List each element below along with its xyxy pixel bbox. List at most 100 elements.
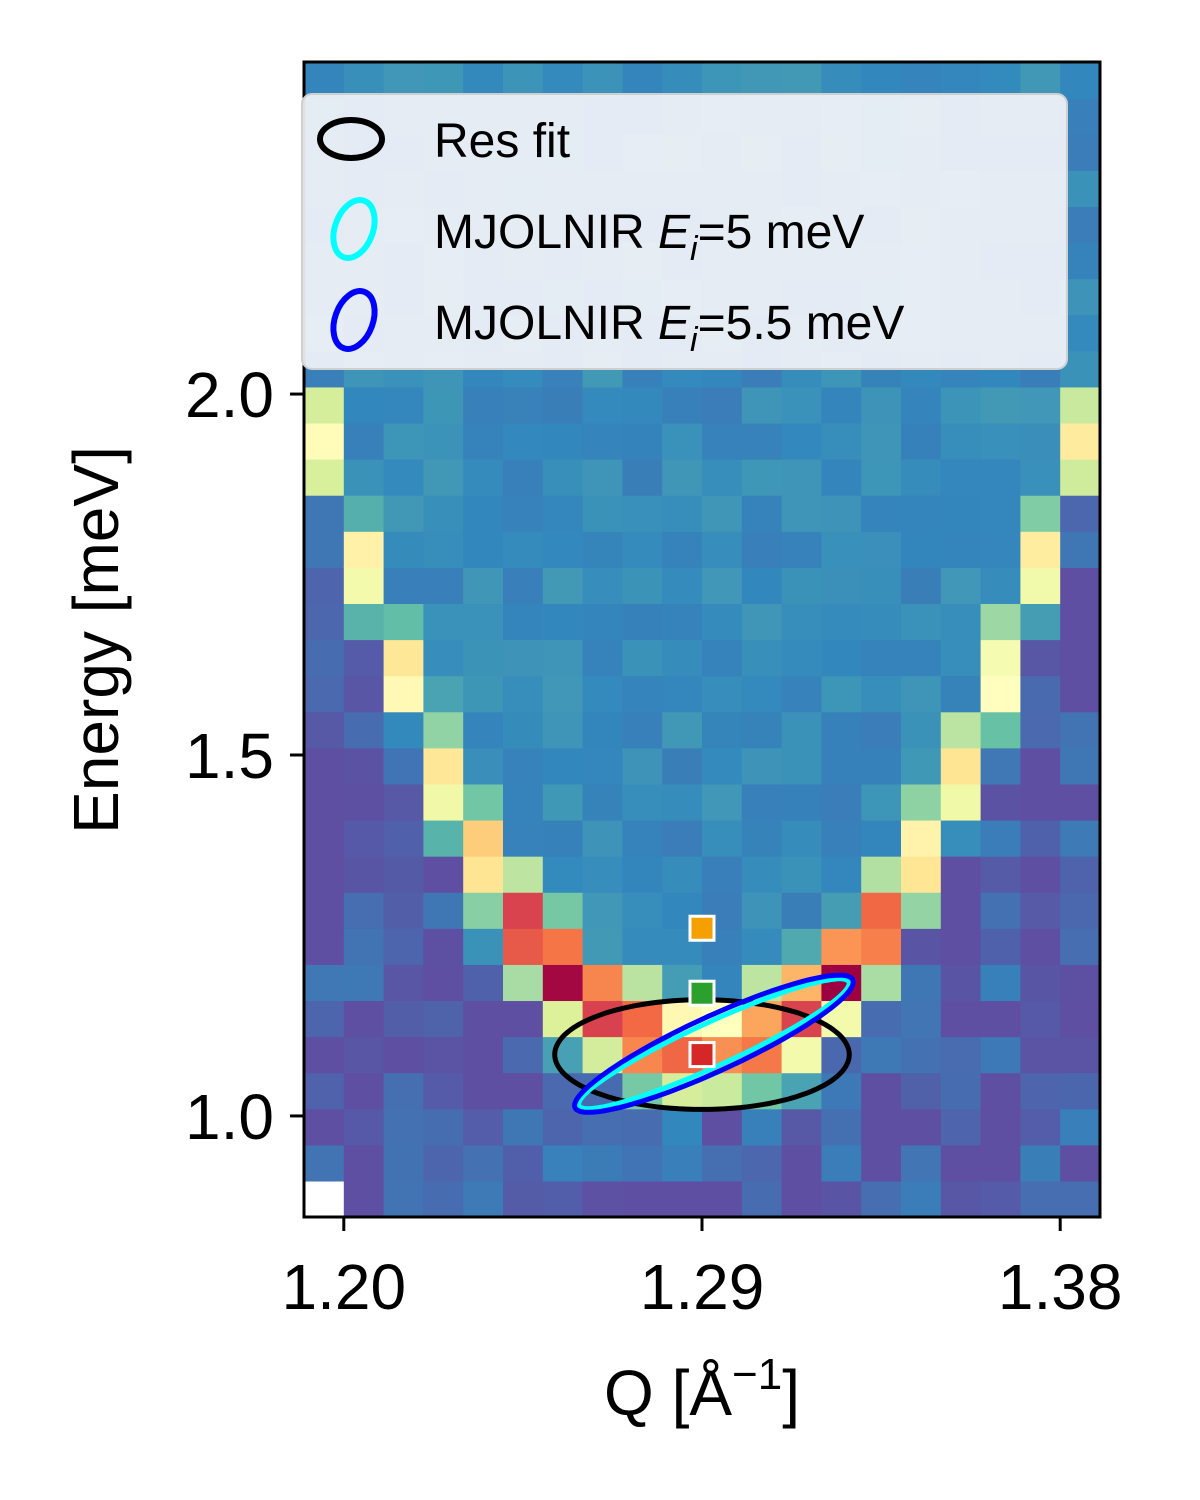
- heatmap-cell: [980, 459, 1021, 496]
- scan-marker: [688, 979, 716, 1007]
- heatmap-cell: [582, 892, 623, 929]
- heatmap-cell: [781, 856, 822, 893]
- heatmap-cell: [304, 783, 345, 821]
- heatmap-cell: [702, 819, 743, 857]
- heatmap-cell: [1020, 819, 1061, 857]
- heatmap-cell: [980, 386, 1021, 424]
- x-tick-label: 1.38: [998, 1251, 1123, 1323]
- heatmap-cell: [542, 1000, 584, 1038]
- heatmap-cell: [901, 386, 942, 424]
- heatmap-cell: [1020, 62, 1061, 99]
- heatmap-cell: [383, 495, 424, 532]
- heatmap-cell: [662, 856, 703, 893]
- heatmap-cell: [622, 1144, 663, 1182]
- heatmap-cell: [582, 62, 623, 99]
- heatmap-cell: [503, 62, 544, 99]
- heatmap-cell: [901, 675, 942, 713]
- heatmap-cell: [741, 1144, 783, 1182]
- heatmap-cell: [582, 459, 623, 496]
- heatmap-cell: [503, 1144, 544, 1182]
- heatmap-cell: [503, 783, 544, 821]
- heatmap-cell: [741, 459, 783, 496]
- heatmap-cell: [861, 603, 902, 641]
- heatmap-cell: [940, 856, 982, 893]
- heatmap-cell: [383, 1144, 424, 1182]
- heatmap-cell: [901, 892, 942, 929]
- heatmap-cell: [582, 1108, 623, 1146]
- heatmap-cell: [343, 1144, 385, 1182]
- heatmap-cell: [702, 1072, 743, 1110]
- heatmap-cell: [423, 856, 464, 893]
- heatmap-cell: [1060, 1036, 1100, 1074]
- heatmap-cell: [582, 422, 623, 460]
- heatmap-cell: [741, 386, 783, 424]
- heatmap-cell: [383, 747, 424, 785]
- heatmap-cell: [542, 1036, 584, 1074]
- heatmap-cell: [582, 747, 623, 785]
- resolution-ellipses: [552, 972, 856, 1115]
- heatmap-cell: [821, 819, 862, 857]
- heatmap-cell: [582, 603, 623, 641]
- heatmap-cell: [343, 639, 385, 677]
- heatmap-cell: [741, 675, 783, 713]
- heatmap-cell: [463, 459, 504, 496]
- heatmap-cell: [503, 928, 544, 965]
- heatmap-cell: [821, 386, 862, 424]
- heatmap-cell: [980, 495, 1021, 532]
- ellipse-mjolnir-5-5: [572, 972, 856, 1115]
- heatmap-cell: [542, 386, 584, 424]
- heatmap-cell: [901, 856, 942, 893]
- heatmap-cell: [304, 603, 345, 641]
- heatmap-cell: [463, 1000, 504, 1038]
- heatmap-cell: [304, 459, 345, 496]
- heatmap-cell: [781, 603, 822, 641]
- x-tick-label: 1.29: [640, 1251, 765, 1323]
- heatmap-cell: [383, 1036, 424, 1074]
- heatmap-cell: [940, 1036, 982, 1074]
- heatmap-cell: [901, 747, 942, 785]
- heatmap-cell: [901, 1036, 942, 1074]
- heatmap-cell: [463, 422, 504, 460]
- heatmap-cell: [542, 892, 584, 929]
- heatmap-cell: [662, 62, 703, 99]
- heatmap-cell: [343, 603, 385, 641]
- heatmap-cell: [304, 495, 345, 532]
- heatmap-cell: [304, 856, 345, 893]
- heatmap-cell: [463, 856, 504, 893]
- heatmap-cell: [383, 603, 424, 641]
- heatmap-cell: [343, 1108, 385, 1146]
- heatmap-cell: [542, 422, 584, 460]
- heatmap-cell: [503, 819, 544, 857]
- heatmap-cell: [781, 1180, 822, 1217]
- heatmap-cell: [423, 639, 464, 677]
- heatmap-cell: [1060, 531, 1100, 568]
- heatmap-cell: [821, 531, 862, 568]
- heatmap-cell: [940, 783, 982, 821]
- heatmap-cell: [1060, 711, 1100, 749]
- heatmap-cell: [821, 422, 862, 460]
- heatmap-cell: [503, 495, 544, 532]
- heatmap-cell: [383, 639, 424, 677]
- heatmap-cell: [702, 567, 743, 605]
- heatmap-cell: [901, 603, 942, 641]
- heatmap-cell: [940, 495, 982, 532]
- heatmap-cell: [741, 747, 783, 785]
- heatmap-cell: [304, 964, 345, 1002]
- heatmap-cell: [781, 422, 822, 460]
- heatmap-cell: [343, 928, 385, 965]
- heatmap-cell: [542, 711, 584, 749]
- heatmap-cell: [1020, 639, 1061, 677]
- heatmap-cell: [940, 964, 982, 1002]
- y-tick-label: 1.5: [185, 720, 274, 792]
- heatmap-cell: [781, 62, 822, 99]
- heatmap-cell: [662, 495, 703, 532]
- heatmap-cell: [940, 62, 982, 99]
- heatmap-cell: [662, 711, 703, 749]
- heatmap-cell: [1020, 459, 1061, 496]
- heatmap-cell: [781, 675, 822, 713]
- heatmap-cell: [741, 711, 783, 749]
- heatmap-cell: [1060, 1144, 1100, 1182]
- heatmap-cell: [423, 1108, 464, 1146]
- heatmap-cell: [582, 964, 623, 1002]
- heatmap-cell: [423, 567, 464, 605]
